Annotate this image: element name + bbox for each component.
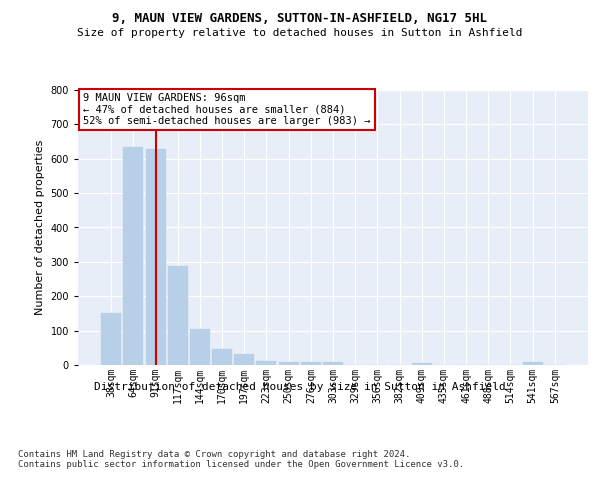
Text: 9, MAUN VIEW GARDENS, SUTTON-IN-ASHFIELD, NG17 5HL: 9, MAUN VIEW GARDENS, SUTTON-IN-ASHFIELD… (113, 12, 487, 26)
Bar (190, 329, 210, 365)
Bar (256, 360, 277, 365)
Bar (301, 362, 321, 365)
Bar (278, 362, 299, 365)
Text: 9 MAUN VIEW GARDENS: 96sqm
← 47% of detached houses are smaller (884)
52% of sem: 9 MAUN VIEW GARDENS: 96sqm ← 47% of deta… (83, 92, 371, 126)
Bar (168, 266, 188, 365)
Bar (101, 314, 121, 365)
Bar (234, 354, 254, 365)
Bar (146, 149, 166, 365)
Bar (412, 364, 432, 365)
Text: Contains HM Land Registry data © Crown copyright and database right 2024.
Contai: Contains HM Land Registry data © Crown c… (18, 450, 464, 469)
Bar (523, 362, 542, 365)
Bar (323, 362, 343, 365)
Bar (124, 146, 143, 365)
Text: Distribution of detached houses by size in Sutton in Ashfield: Distribution of detached houses by size … (94, 382, 506, 392)
Y-axis label: Number of detached properties: Number of detached properties (35, 140, 45, 315)
Text: Size of property relative to detached houses in Sutton in Ashfield: Size of property relative to detached ho… (77, 28, 523, 38)
Bar (212, 348, 232, 365)
